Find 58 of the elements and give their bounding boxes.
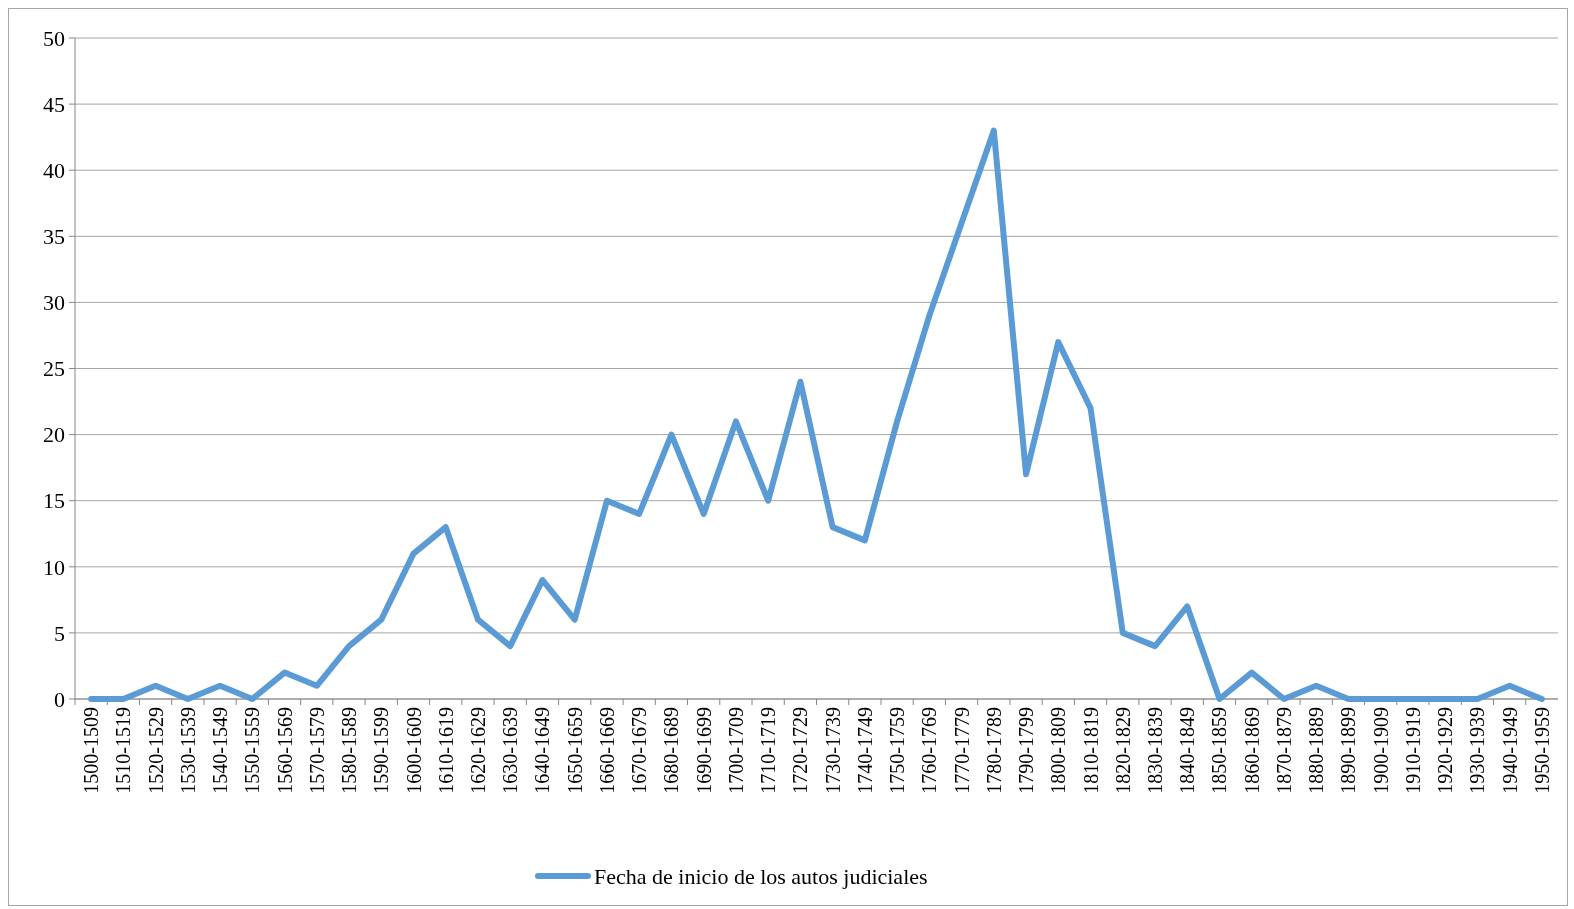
x-tick-label: 1710-1719: [757, 707, 780, 794]
y-tick-label: 25: [43, 356, 65, 382]
x-tick-label: 1700-1709: [724, 707, 747, 794]
x-tick-label: 1620-1629: [466, 707, 489, 794]
x-tick-label: 1660-1669: [595, 707, 618, 794]
y-tick-label: 15: [43, 488, 65, 514]
y-tick-label: 45: [43, 91, 65, 117]
x-tick-label: 1530-1539: [176, 707, 199, 794]
y-tick-label: 35: [43, 224, 65, 249]
x-tick-label: 1510-1519: [112, 707, 135, 794]
y-tick-label: 0: [54, 686, 65, 712]
x-tick-label: 1730-1739: [821, 707, 844, 794]
x-tick-label: 1580-1589: [338, 707, 361, 794]
x-tick-label: 1890-1899: [1337, 707, 1360, 794]
x-tick-label: 1940-1949: [1498, 707, 1521, 794]
x-tick-label: 1500-1509: [80, 707, 103, 794]
x-tick-label: 1610-1619: [434, 707, 457, 794]
x-tick-label: 1820-1829: [1111, 707, 1134, 794]
x-tick-label: 1650-1659: [563, 707, 586, 794]
x-tick-label: 1900-1909: [1369, 707, 1392, 794]
x-tick-label: 1740-1749: [853, 707, 876, 794]
x-tick-label: 1680-1689: [660, 707, 683, 794]
x-tick-label: 1810-1819: [1079, 707, 1102, 794]
x-tick-label: 1860-1869: [1240, 707, 1263, 794]
x-tick-label: 1950-1959: [1530, 707, 1553, 794]
x-tick-label: 1760-1769: [918, 707, 941, 794]
x-tick-label: 1590-1599: [370, 707, 393, 794]
x-tick-label: 1570-1579: [305, 707, 328, 794]
y-tick-label: 50: [43, 25, 65, 51]
x-tick-label: 1840-1849: [1176, 707, 1199, 794]
x-tick-label: 1540-1549: [209, 707, 232, 794]
x-tick-label: 1910-1919: [1401, 707, 1424, 794]
x-tick-label: 1770-1779: [950, 707, 973, 794]
x-tick-label: 1920-1929: [1434, 707, 1457, 794]
y-tick-label: 20: [43, 422, 65, 448]
x-tick-label: 1720-1729: [789, 707, 812, 794]
x-tick-label: 1670-1679: [628, 707, 651, 794]
x-tick-label: 1630-1639: [499, 707, 522, 794]
y-tick-label: 10: [43, 554, 65, 580]
x-tick-label: 1520-1529: [144, 707, 167, 794]
x-tick-label: 1830-1839: [1144, 707, 1167, 794]
x-tick-label: 1750-1759: [886, 707, 909, 794]
x-tick-label: 1870-1879: [1272, 707, 1295, 794]
x-tick-label: 1790-1799: [1015, 707, 1038, 794]
x-tick-label: 1690-1699: [692, 707, 715, 794]
x-tick-label: 1550-1559: [241, 707, 264, 794]
x-tick-label: 1560-1569: [273, 707, 296, 794]
y-tick-label: 30: [43, 290, 65, 316]
x-tick-label: 1880-1889: [1305, 707, 1328, 794]
y-tick-label: 40: [43, 157, 65, 183]
x-tick-label: 1800-1809: [1047, 707, 1070, 794]
x-tick-label: 1930-1939: [1466, 707, 1489, 794]
x-tick-label: 1850-1859: [1208, 707, 1231, 794]
legend-label: Fecha de inicio de los autos judiciales: [594, 863, 928, 889]
x-tick-label: 1600-1609: [402, 707, 425, 794]
x-tick-label: 1780-1789: [982, 707, 1005, 794]
y-tick-label: 5: [54, 620, 65, 646]
x-tick-label: 1640-1649: [531, 707, 554, 794]
